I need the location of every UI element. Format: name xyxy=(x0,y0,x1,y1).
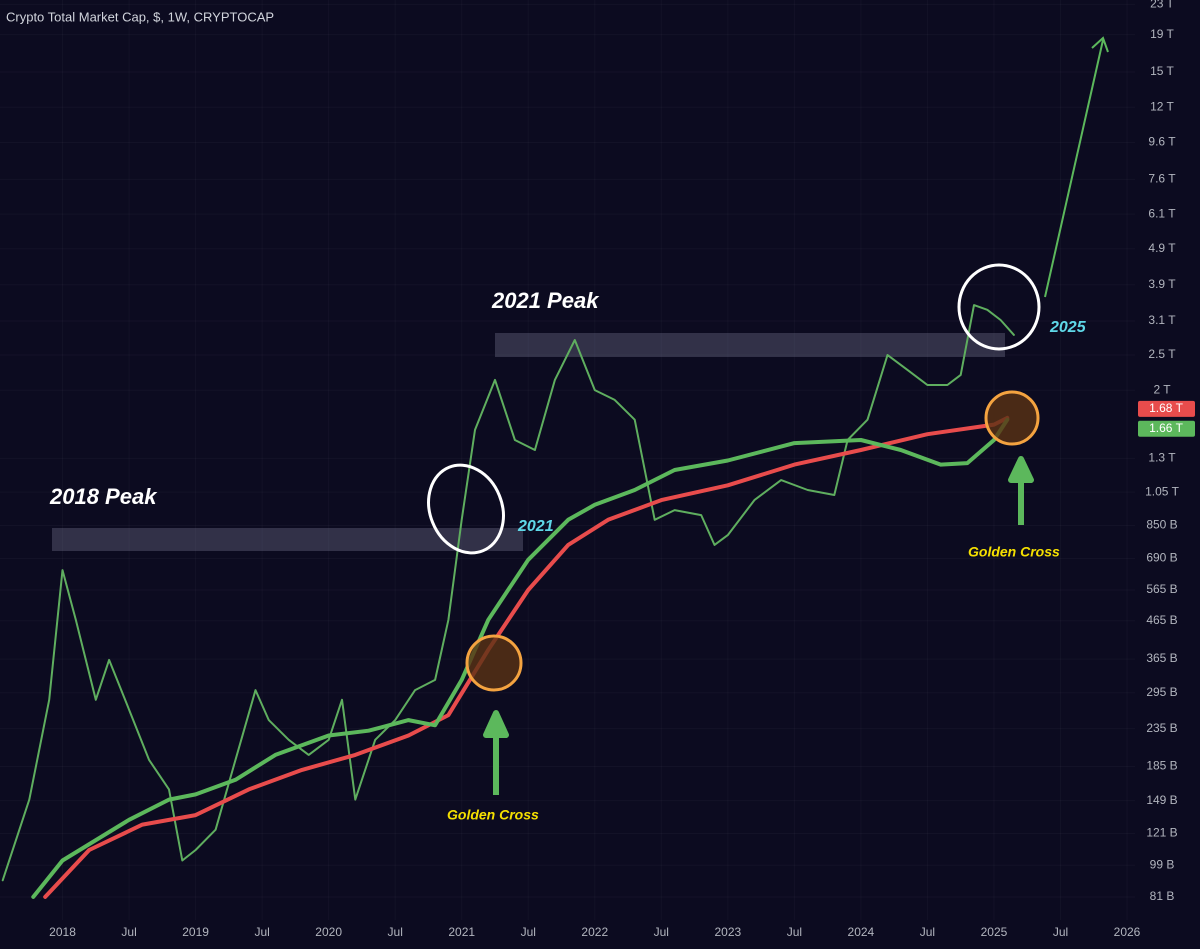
x-tick-label: Jul xyxy=(388,925,403,939)
annotation: Golden Cross xyxy=(968,544,1060,560)
y-tick-label: 99 B xyxy=(1150,857,1175,871)
target-arrow xyxy=(1044,39,1104,298)
chart-title: Crypto Total Market Cap, $, 1W, CRYPTOCA… xyxy=(6,9,274,24)
highlight-ellipse xyxy=(957,263,1041,351)
cross-circle xyxy=(465,634,523,692)
x-tick-label: 2024 xyxy=(848,925,875,939)
annotation: 2021 xyxy=(517,518,554,535)
y-tick-label: 850 B xyxy=(1146,518,1177,532)
x-tick-label: Jul xyxy=(521,925,536,939)
y-tick-label: 465 B xyxy=(1146,613,1177,627)
x-tick-label: 2018 xyxy=(49,925,76,939)
price-tag-label: 1.66 T xyxy=(1149,421,1183,435)
y-tick-label: 235 B xyxy=(1146,721,1177,735)
x-tick-label: Jul xyxy=(787,925,802,939)
y-tick-label: 81 B xyxy=(1150,889,1175,903)
x-tick-label: Jul xyxy=(121,925,136,939)
y-tick-label: 365 B xyxy=(1146,651,1177,665)
moving-average xyxy=(43,415,1010,899)
y-tick-label: 2 T xyxy=(1153,382,1171,396)
price-axis-bg xyxy=(1135,0,1200,949)
up-arrow xyxy=(483,710,509,795)
y-tick-label: 121 B xyxy=(1146,826,1177,840)
annotation: 2025 xyxy=(1049,319,1087,336)
y-tick-label: 2.5 T xyxy=(1148,347,1176,361)
x-tick-label: 2020 xyxy=(315,925,342,939)
y-tick-label: 565 B xyxy=(1146,582,1177,596)
y-tick-label: 1.05 T xyxy=(1145,484,1179,498)
y-tick-label: 149 B xyxy=(1146,793,1177,807)
y-tick-label: 3.1 T xyxy=(1148,313,1176,327)
annotation: Golden Cross xyxy=(447,807,539,823)
x-tick-label: Jul xyxy=(1053,925,1068,939)
x-tick-label: 2026 xyxy=(1114,925,1141,939)
price-line xyxy=(1,304,1015,882)
y-tick-label: 9.6 T xyxy=(1148,135,1176,149)
y-tick-label: 185 B xyxy=(1146,759,1177,773)
x-tick-label: 2019 xyxy=(182,925,209,939)
y-tick-label: 1.3 T xyxy=(1148,451,1176,465)
annotation: 2021 Peak xyxy=(491,288,600,313)
peak-band xyxy=(52,528,523,551)
y-tick-label: 295 B xyxy=(1146,685,1177,699)
x-tick-label: 2022 xyxy=(581,925,608,939)
annotation: 2018 Peak xyxy=(49,484,158,509)
y-tick-label: 6.1 T xyxy=(1148,206,1176,220)
x-tick-label: Jul xyxy=(254,925,269,939)
y-tick-label: 7.6 T xyxy=(1148,172,1176,186)
y-tick-label: 15 T xyxy=(1150,64,1174,78)
y-tick-label: 23 T xyxy=(1150,0,1174,11)
y-tick-label: 4.9 T xyxy=(1148,241,1176,255)
x-tick-label: Jul xyxy=(920,925,935,939)
cross-circle xyxy=(984,390,1040,446)
y-tick-label: 690 B xyxy=(1146,551,1177,565)
highlight-ellipse xyxy=(427,463,505,555)
x-tick-label: 2023 xyxy=(714,925,741,939)
price-tag xyxy=(1138,400,1195,417)
x-tick-label: Jul xyxy=(654,925,669,939)
x-tick-label: 2021 xyxy=(448,925,475,939)
moving-average xyxy=(31,417,1010,899)
y-tick-label: 19 T xyxy=(1150,27,1174,41)
price-tag-label: 1.68 T xyxy=(1149,401,1183,415)
y-tick-label: 12 T xyxy=(1150,99,1174,113)
up-arrow xyxy=(1008,456,1034,525)
price-tag xyxy=(1138,420,1195,437)
x-tick-label: 2025 xyxy=(981,925,1008,939)
target-arrow-head xyxy=(1091,36,1109,53)
y-tick-label: 3.9 T xyxy=(1148,277,1176,291)
